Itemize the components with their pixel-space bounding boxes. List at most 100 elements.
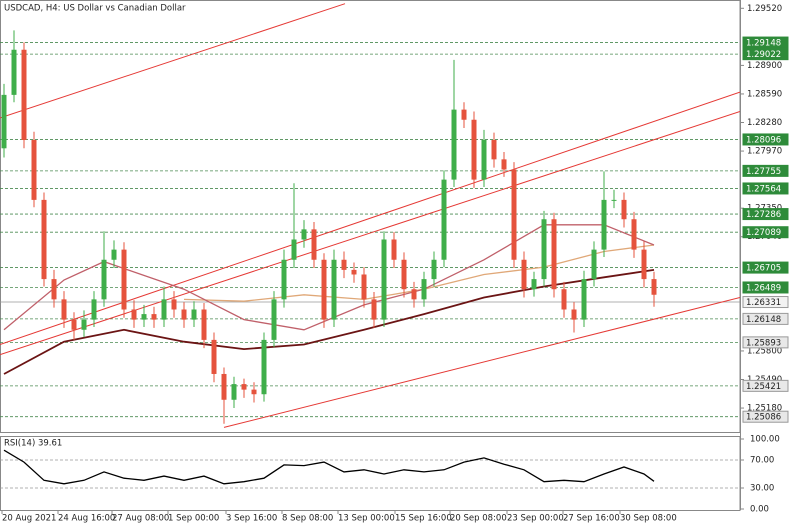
candle-body <box>71 319 77 330</box>
level-box <box>742 312 789 325</box>
candle-body <box>481 140 487 180</box>
x-tick-label: 27 Aug 08:00 <box>112 514 169 524</box>
candle-body <box>301 229 307 240</box>
candle-body <box>271 299 277 340</box>
x-tick-label: 27 Sep 16:00 <box>563 514 620 524</box>
candle-body <box>211 339 217 374</box>
y-tick-label: 1.28900 <box>747 61 782 71</box>
x-tick-label: 15 Sep 16:00 <box>395 514 452 524</box>
candle-body <box>381 239 387 320</box>
last-price-label: 1.26331 <box>746 298 781 308</box>
rsi-line <box>3 449 655 485</box>
x-tick-label: 3 Sep 16:00 <box>226 514 277 524</box>
candle-body <box>191 309 197 320</box>
candle-body <box>131 309 137 320</box>
candle-body <box>471 119 477 180</box>
candle-body <box>291 239 297 260</box>
candle-body <box>431 259 437 280</box>
candle-body <box>331 259 337 320</box>
level-box <box>742 208 789 221</box>
candle-body <box>51 279 57 300</box>
candle-body <box>201 309 207 340</box>
level-box <box>742 133 789 146</box>
candle-body <box>41 199 47 280</box>
level-label: 1.27755 <box>746 167 781 177</box>
candle-body <box>181 309 187 320</box>
candle-body <box>561 289 567 310</box>
candle-body <box>171 299 177 310</box>
chart-title: USDCAD, H4: US Dollar vs Canadian Dollar <box>4 4 186 14</box>
candle-body <box>121 249 127 310</box>
candle-body <box>11 49 17 95</box>
candle-body <box>401 259 407 290</box>
rsi-tick-label: 70.00 <box>750 456 774 466</box>
level-box <box>742 36 789 49</box>
level-label: 1.29148 <box>746 39 781 49</box>
level-label: 1.27089 <box>746 228 781 238</box>
level-box <box>742 182 789 195</box>
candle-body <box>591 249 597 280</box>
level-box <box>742 164 789 177</box>
candle-body <box>351 269 357 275</box>
x-tick-label: 30 Sep 08:00 <box>620 514 677 524</box>
rsi-tick-label: 0.00 <box>750 505 769 515</box>
candle-body <box>311 229 317 260</box>
level-label: 1.25893 <box>746 338 781 348</box>
candle-body <box>571 309 577 320</box>
level-box <box>742 336 789 349</box>
level-box <box>742 410 789 423</box>
x-tick-label: 24 Aug 16:00 <box>58 514 115 524</box>
candle-body <box>31 140 37 200</box>
candle-body <box>451 109 457 180</box>
x-tick-label: 1 Sep 00:00 <box>168 514 219 524</box>
candle-body <box>261 339 267 395</box>
candle-body <box>441 179 447 260</box>
candle-body <box>521 259 527 290</box>
candle-body <box>371 299 377 320</box>
y-tick-label: 1.29520 <box>747 4 782 14</box>
level-box <box>742 48 789 61</box>
candle-body <box>21 49 27 141</box>
x-tick-label: 20 Sep 08:00 <box>450 514 507 524</box>
candle-body <box>491 140 497 160</box>
candle-body <box>511 169 517 260</box>
candle-body <box>601 199 607 250</box>
x-tick-label: 23 Sep 00:00 <box>507 514 564 524</box>
trend-line <box>0 91 740 345</box>
y-tick-label: 1.25800 <box>747 346 782 356</box>
y-tick-label: 1.28280 <box>747 118 782 128</box>
candle-body <box>161 299 167 320</box>
level-box <box>742 281 789 294</box>
candle-body <box>251 389 257 395</box>
rsi-pane <box>0 436 741 511</box>
candle-body <box>631 219 637 250</box>
candle-body <box>621 199 627 220</box>
candle-body <box>641 249 647 280</box>
x-tick-label: 13 Sep 00:00 <box>338 514 395 524</box>
x-tick-label: 20 Aug 2021 <box>2 514 56 524</box>
trend-line <box>223 297 740 428</box>
candle-body <box>61 299 67 320</box>
candle-body <box>361 274 367 300</box>
candle-body <box>231 384 237 400</box>
y-tick-label: 1.28590 <box>747 89 782 99</box>
candle-body <box>1 94 7 149</box>
rsi-plot <box>0 449 740 489</box>
level-box <box>742 261 789 274</box>
level-label: 1.26489 <box>746 283 781 293</box>
candle-body <box>581 279 587 320</box>
candle-body <box>461 109 467 120</box>
candle-body <box>111 249 117 260</box>
level-label: 1.28096 <box>746 135 781 145</box>
candle-body <box>391 239 397 260</box>
main-plot <box>0 3 740 428</box>
candle-body <box>411 289 417 300</box>
main-pane <box>0 0 741 433</box>
level-label: 1.26705 <box>746 264 781 274</box>
last-price-box <box>742 296 789 309</box>
candle-body <box>321 259 327 320</box>
candle-body <box>651 279 657 295</box>
level-label: 1.25421 <box>746 382 781 392</box>
y-tick-label: 1.25180 <box>747 404 782 414</box>
